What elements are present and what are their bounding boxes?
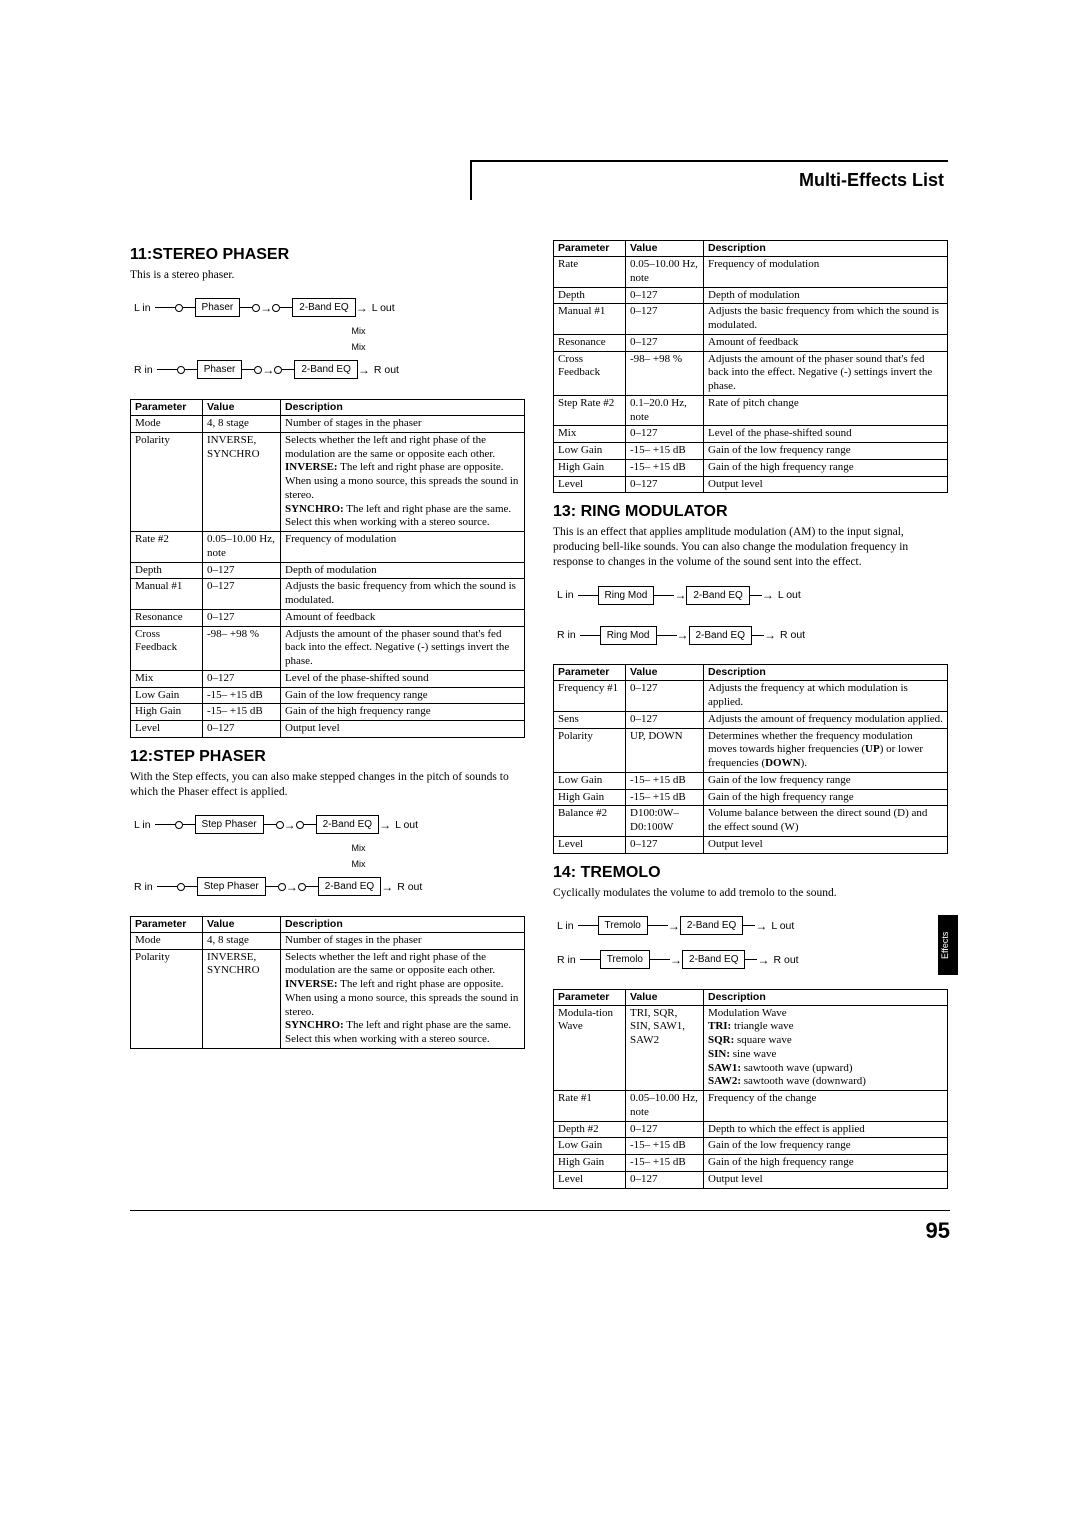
intro-11: This is a stereo phaser. xyxy=(130,268,525,283)
table-row: Frequency #10–127Adjusts the frequency a… xyxy=(554,681,948,712)
table-row: Depth #20–127Depth to which the effect i… xyxy=(554,1121,948,1138)
tbody-12a: Mode4, 8 stageNumber of stages in the ph… xyxy=(131,932,525,1048)
table-row: Step Rate #20.1–20.0 Hz, noteRate of pit… xyxy=(554,395,948,426)
header-rule: Multi-Effects List xyxy=(470,160,948,200)
diagram-13: L in Ring Mod → 2-Band EQ → L out R in R… xyxy=(553,580,948,650)
table-row: Level0–127Output level xyxy=(131,721,525,738)
table-row: Low Gain-15– +15 dBGain of the low frequ… xyxy=(131,687,525,704)
table-row: High Gain-15– +15 dBGain of the high fre… xyxy=(131,704,525,721)
intro-12: With the Step effects, you can also make… xyxy=(130,770,525,800)
d-box-phaser: Phaser xyxy=(195,298,241,317)
section-title-14: 14: TREMOLO xyxy=(553,864,948,882)
d-r-out: R out xyxy=(374,364,399,376)
table-row: Level0–127Output level xyxy=(554,836,948,853)
table-row: Balance #2D100:0W– D0:100WVolume balance… xyxy=(554,806,948,837)
d-mix: Mix xyxy=(352,326,366,336)
table-row: Rate #10.05–10.00 Hz, noteFrequency of t… xyxy=(554,1091,948,1122)
table-row: Sens0–127Adjusts the amount of frequency… xyxy=(554,711,948,728)
table-row: Low Gain-15– +15 dBGain of the low frequ… xyxy=(554,443,948,460)
table-14: Parameter Value Description Modula-tion … xyxy=(553,989,948,1189)
table-row: Level0–127Output level xyxy=(554,476,948,493)
d-r-in: R in xyxy=(134,364,153,376)
right-column: Parameter Value Description Rate0.05–10.… xyxy=(553,240,948,1199)
table-row: PolarityINVERSE, SYNCHROSelects whether … xyxy=(131,949,525,1048)
diagram-12: L in Step Phaser → 2-Band EQ → L out Mix… xyxy=(130,810,525,902)
tbody-13: Frequency #10–127Adjusts the frequency a… xyxy=(554,681,948,853)
table-11: Parameter Value Description Mode4, 8 sta… xyxy=(130,399,525,738)
page-header: Multi-Effects List xyxy=(799,170,944,191)
table-row: Modula-tion WaveTRI, SQR, SIN, SAW1, SAW… xyxy=(554,1005,948,1091)
bottom-rule xyxy=(130,1210,950,1211)
table-row: PolarityINVERSE, SYNCHROSelects whether … xyxy=(131,432,525,531)
table-row: Cross Feedback-98– +98 %Adjusts the amou… xyxy=(554,351,948,395)
th-desc: Description xyxy=(281,399,525,415)
tbody-12b: Rate0.05–10.00 Hz, noteFrequency of modu… xyxy=(554,257,948,493)
table-row: Mix0–127Level of the phase-shifted sound xyxy=(131,670,525,687)
tbody-11: Mode4, 8 stageNumber of stages in the ph… xyxy=(131,416,525,738)
section-title-12: 12:STEP PHASER xyxy=(130,748,525,766)
intro-14: Cyclically modulates the volume to add t… xyxy=(553,886,948,901)
table-row: Cross Feedback-98– +98 %Adjusts the amou… xyxy=(131,626,525,670)
table-row: Rate #20.05–10.00 Hz, noteFrequency of m… xyxy=(131,532,525,563)
table-row: Manual #10–127Adjusts the basic frequenc… xyxy=(131,579,525,610)
d-l-in: L in xyxy=(134,302,151,314)
diagram-14: L in Tremolo → 2-Band EQ → L out R in Tr… xyxy=(553,911,948,975)
table-13: Parameter Value Description Frequency #1… xyxy=(553,664,948,853)
d-l-out: L out xyxy=(372,302,395,314)
table-row: High Gain-15– +15 dBGain of the high fre… xyxy=(554,789,948,806)
table-row: Rate0.05–10.00 Hz, noteFrequency of modu… xyxy=(554,257,948,288)
columns: 11:STEREO PHASER This is a stereo phaser… xyxy=(130,240,950,1199)
table-row: Mode4, 8 stageNumber of stages in the ph… xyxy=(131,416,525,433)
table-row: Depth0–127Depth of modulation xyxy=(131,562,525,579)
table-row: Mode4, 8 stageNumber of stages in the ph… xyxy=(131,932,525,949)
table-row: Low Gain-15– +15 dBGain of the low frequ… xyxy=(554,1138,948,1155)
table-12b: Parameter Value Description Rate0.05–10.… xyxy=(553,240,948,493)
th-value: Value xyxy=(203,399,281,415)
table-row: High Gain-15– +15 dBGain of the high fre… xyxy=(554,1155,948,1172)
table-row: High Gain-15– +15 dBGain of the high fre… xyxy=(554,459,948,476)
diagram-11: L in Phaser → 2-Band EQ → L out Mix Mix … xyxy=(130,293,525,385)
table-row: Mix0–127Level of the phase-shifted sound xyxy=(554,426,948,443)
table-row: Resonance0–127Amount of feedback xyxy=(131,609,525,626)
table-row: PolarityUP, DOWNDetermines whether the f… xyxy=(554,728,948,772)
intro-13: This is an effect that applies amplitude… xyxy=(553,525,948,570)
section-title-13: 13: RING MODULATOR xyxy=(553,503,948,521)
table-row: Manual #10–127Adjusts the basic frequenc… xyxy=(554,304,948,335)
th-param: Parameter xyxy=(131,399,203,415)
table-row: Low Gain-15– +15 dBGain of the low frequ… xyxy=(554,772,948,789)
d-box-eq: 2-Band EQ xyxy=(292,298,355,317)
section-title-11: 11:STEREO PHASER xyxy=(130,246,525,264)
table-row: Level0–127Output level xyxy=(554,1171,948,1188)
left-column: 11:STEREO PHASER This is a stereo phaser… xyxy=(130,240,525,1199)
table-row: Depth0–127Depth of modulation xyxy=(554,287,948,304)
table-row: Resonance0–127Amount of feedback xyxy=(554,334,948,351)
table-12a: Parameter Value Description Mode4, 8 sta… xyxy=(130,916,525,1049)
tbody-14: Modula-tion WaveTRI, SQR, SIN, SAW1, SAW… xyxy=(554,1005,948,1188)
